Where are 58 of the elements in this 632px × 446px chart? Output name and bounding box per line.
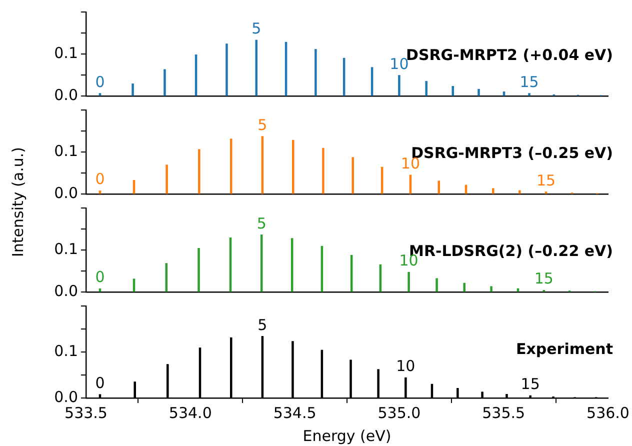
bar bbox=[98, 190, 102, 194]
x-tick-label: 534.5 bbox=[273, 404, 316, 422]
annotation: 15 bbox=[534, 270, 554, 288]
annotation: 15 bbox=[536, 171, 556, 190]
y-tick-label: 0.1 bbox=[54, 142, 78, 160]
text: Experiment bbox=[516, 340, 613, 358]
bar bbox=[478, 88, 480, 96]
bar bbox=[198, 149, 200, 194]
bar bbox=[518, 190, 521, 194]
annotation: 5 bbox=[258, 316, 268, 334]
bar bbox=[292, 140, 294, 194]
y-tick-label: 0.0 bbox=[54, 184, 78, 202]
bar bbox=[398, 75, 400, 96]
annotation: 0 bbox=[95, 268, 105, 286]
x-axis-title: Energy (eV) bbox=[302, 426, 392, 445]
bar bbox=[452, 86, 454, 96]
bar bbox=[463, 282, 466, 292]
bar bbox=[502, 91, 506, 96]
annotation: 0 bbox=[95, 170, 105, 188]
y-tick-label: 0.0 bbox=[54, 388, 78, 406]
annotation: 5 bbox=[256, 214, 266, 232]
bar bbox=[438, 180, 440, 194]
bar bbox=[198, 248, 200, 292]
bar bbox=[436, 278, 438, 292]
y-tick-label: 0.0 bbox=[54, 86, 78, 104]
bar bbox=[425, 80, 428, 96]
bar bbox=[132, 278, 136, 292]
annotation: 15 bbox=[520, 72, 539, 91]
annotation: 0 bbox=[95, 374, 105, 392]
y-tick-label: 0.1 bbox=[54, 44, 78, 62]
bar bbox=[164, 69, 166, 96]
bar bbox=[322, 148, 324, 194]
bar bbox=[132, 83, 134, 96]
y-axis-title: Intensity (a.u.) bbox=[9, 147, 27, 257]
x-tick-label: 534.0 bbox=[168, 404, 212, 422]
bar bbox=[528, 93, 530, 96]
annotation: 10 bbox=[396, 357, 416, 376]
bar bbox=[352, 157, 354, 194]
y-tick-label: 0.0 bbox=[54, 282, 78, 300]
bar bbox=[492, 188, 494, 194]
x-tick-label: 535.0 bbox=[378, 404, 421, 422]
annotation: 5 bbox=[258, 116, 268, 134]
bar bbox=[98, 93, 102, 96]
x-tick-label: 536.0 bbox=[586, 404, 630, 422]
bar bbox=[166, 164, 168, 194]
annotation: 15 bbox=[520, 375, 540, 394]
x-tick-label: 535.5 bbox=[482, 404, 526, 422]
bar bbox=[98, 288, 102, 292]
bar bbox=[490, 286, 492, 292]
bar bbox=[314, 49, 317, 96]
y-tick-label: 0.1 bbox=[54, 342, 78, 360]
annotation: 0 bbox=[95, 72, 105, 91]
bar bbox=[408, 272, 410, 292]
bar bbox=[226, 44, 228, 96]
annotation: 5 bbox=[252, 20, 262, 38]
bar bbox=[132, 180, 136, 194]
x-tick-label: 533.5 bbox=[64, 404, 108, 422]
y-tick-label: 0.1 bbox=[54, 240, 78, 258]
